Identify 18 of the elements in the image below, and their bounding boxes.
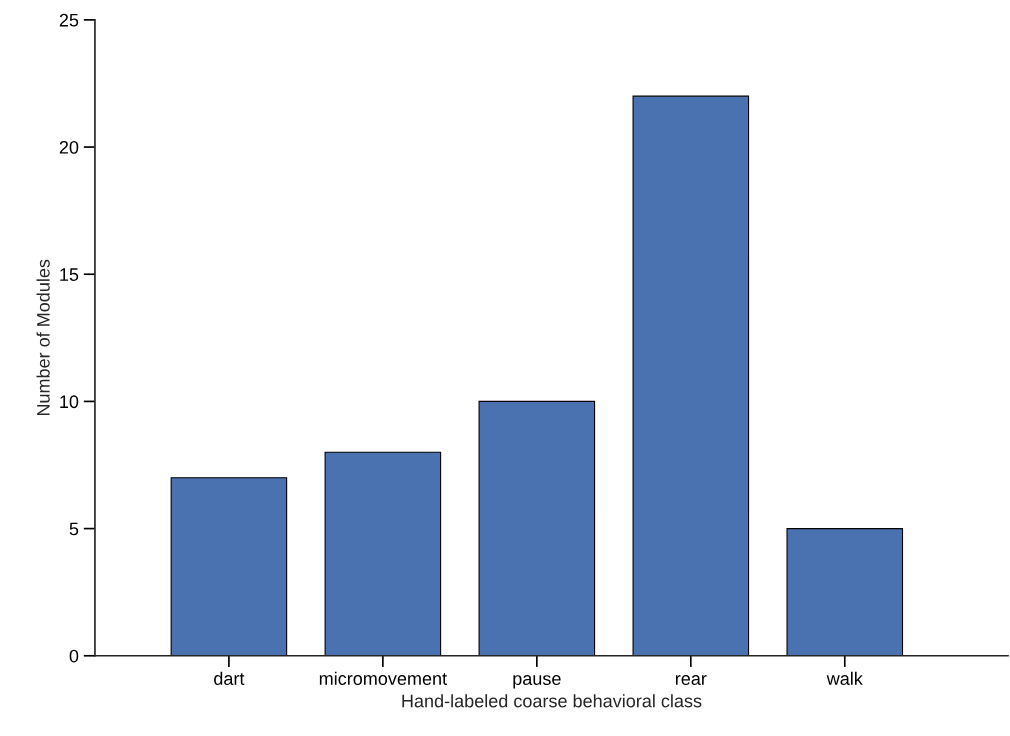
y-tick-label: 20 bbox=[59, 140, 79, 154]
y-tick-label: 0 bbox=[69, 649, 79, 663]
x-axis-title: Hand-labeled coarse behavioral class bbox=[402, 694, 702, 708]
bar bbox=[786, 528, 904, 656]
x-tick-label: dart bbox=[214, 671, 245, 686]
bar bbox=[170, 477, 288, 656]
x-tick-label: pause bbox=[513, 675, 561, 689]
x-tick-label: rear bbox=[675, 675, 707, 686]
y-tick-label: 25 bbox=[59, 13, 79, 27]
bar bbox=[324, 451, 442, 656]
y-axis-title: Number of Modules bbox=[36, 259, 50, 416]
x-tick-label: micromovement bbox=[319, 671, 447, 686]
y-tick-label: 10 bbox=[60, 395, 79, 409]
y-tick-label: 15 bbox=[60, 268, 79, 281]
bar bbox=[632, 95, 750, 656]
y-tick-label: 5 bbox=[69, 522, 79, 536]
bar bbox=[478, 400, 596, 656]
x-tick-label: walk bbox=[826, 671, 863, 686]
